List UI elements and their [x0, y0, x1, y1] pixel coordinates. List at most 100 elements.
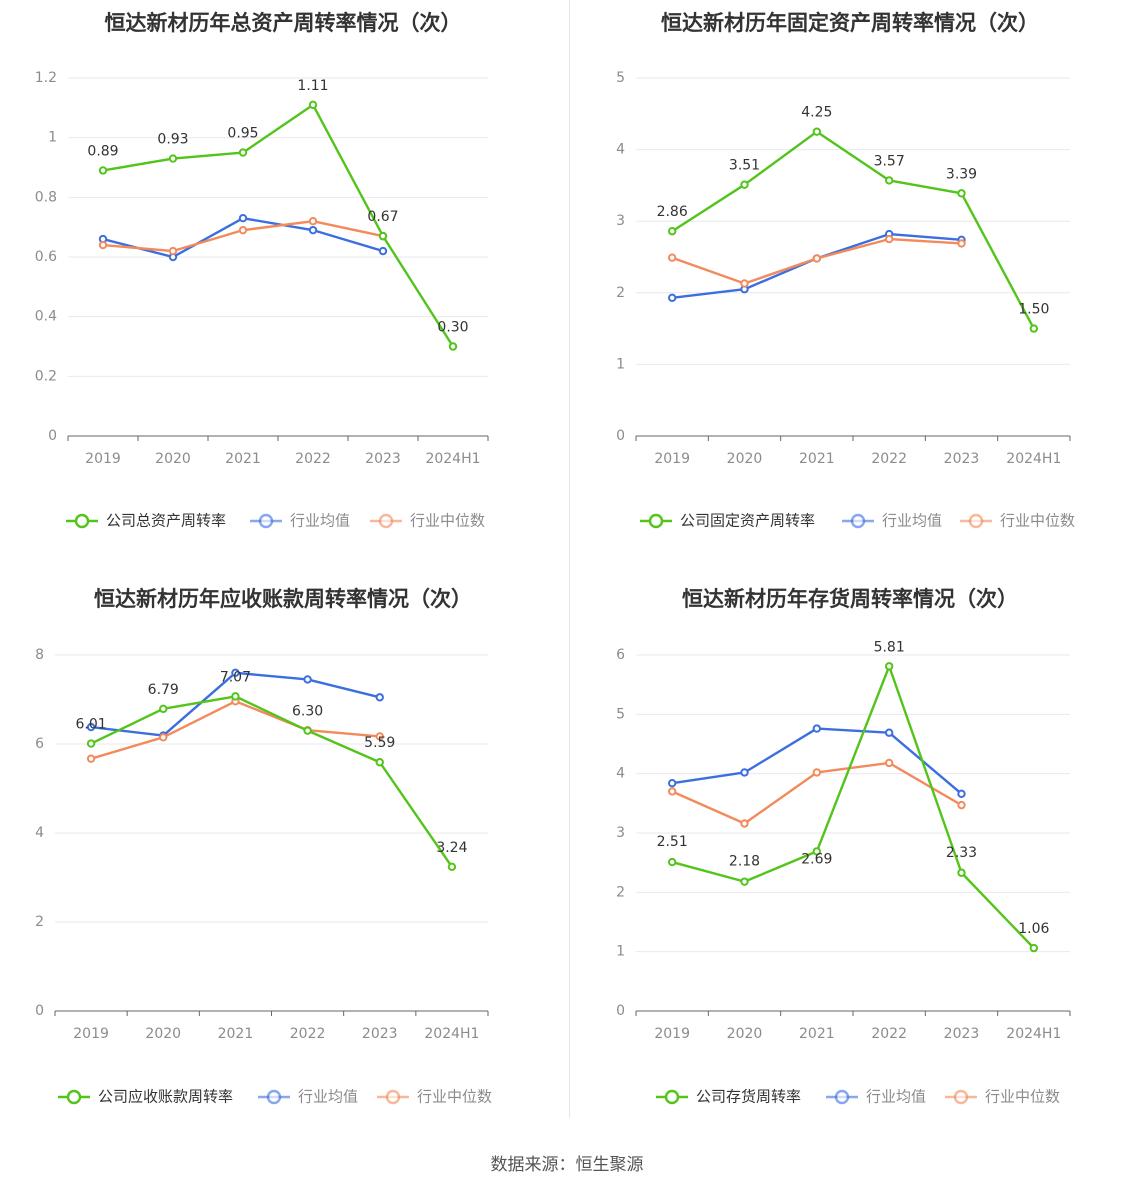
- legend-marker: [664, 1089, 680, 1105]
- legend-label: 行业均值: [866, 1088, 926, 1106]
- data-point-industry-median: [740, 279, 749, 288]
- data-label: 1.11: [297, 78, 328, 94]
- y-tick-label: 3: [616, 213, 625, 229]
- data-label: 3.57: [874, 153, 905, 169]
- data-label: 0.30: [437, 320, 468, 336]
- legend-label: 行业中位数: [417, 1088, 492, 1106]
- series-line-industry-mean: [671, 727, 963, 795]
- data-point-company: [957, 868, 966, 877]
- x-tick-label: 2023: [365, 451, 401, 467]
- legend-label: 行业中位数: [410, 512, 485, 530]
- y-tick-label: 0.6: [35, 249, 57, 265]
- data-point-company: [168, 154, 178, 163]
- data-label: 3.51: [729, 158, 760, 174]
- legend-item-company[interactable]: 公司固定资产周转率: [640, 512, 815, 530]
- data-point-company: [303, 726, 312, 735]
- data-point-industry-median: [884, 758, 894, 768]
- x-tick-label: 2021: [799, 451, 835, 467]
- data-point-industry-mean: [667, 293, 677, 303]
- data-point-industry-mean: [308, 225, 318, 235]
- x-tick-label: 2022: [295, 451, 331, 467]
- chart-title: 恒达新材历年总资产周转率情况（次）: [105, 11, 462, 35]
- data-point-industry-mean: [740, 768, 749, 777]
- legend-item-industry-median[interactable]: 行业中位数: [377, 1088, 492, 1106]
- legend-item-industry-mean[interactable]: 行业均值: [250, 512, 350, 530]
- data-point-industry-mean: [812, 724, 822, 733]
- series-line-industry-median: [90, 700, 380, 760]
- data-point-company: [957, 189, 966, 198]
- y-tick-label: 0: [48, 428, 57, 444]
- data-label: 2.51: [657, 834, 688, 850]
- series-line-company: [671, 130, 1035, 330]
- chart-title: 恒达新材历年固定资产周转率情况（次）: [661, 11, 1039, 35]
- y-tick-label: 5: [616, 706, 625, 722]
- legend-marker: [74, 513, 90, 529]
- data-point-company: [159, 704, 168, 714]
- data-label: 5.81: [874, 639, 905, 655]
- data-point-company: [98, 166, 108, 175]
- data-point-industry-mean: [667, 778, 677, 788]
- y-tick-label: 1: [616, 356, 625, 372]
- x-tick-label: 2024H1: [424, 1026, 479, 1042]
- legend-label: 公司存货周转率: [696, 1088, 801, 1106]
- legend-item-industry-mean[interactable]: 行业均值: [842, 512, 942, 530]
- data-label: 0.67: [367, 209, 398, 225]
- data-label: 0.93: [157, 132, 188, 148]
- data-label: 4.25: [801, 105, 832, 121]
- data-point-company: [86, 739, 96, 748]
- data-label: 1.06: [1018, 921, 1049, 937]
- legend-item-company[interactable]: 公司存货周转率: [656, 1088, 801, 1106]
- data-point-company: [378, 231, 388, 241]
- legend-label: 公司应收账款周转率: [98, 1088, 233, 1106]
- legend-marker: [66, 1089, 82, 1105]
- legend-item-company[interactable]: 公司总资产周转率: [66, 512, 226, 530]
- legend-item-industry-mean[interactable]: 行业均值: [826, 1088, 926, 1106]
- x-tick-label: 2024H1: [1006, 451, 1061, 467]
- x-tick-label: 2020: [145, 1026, 181, 1042]
- legend-label: 行业中位数: [1000, 512, 1075, 530]
- legend-label: 公司总资产周转率: [106, 512, 226, 530]
- legend-marker: [648, 513, 664, 529]
- x-tick-label: 2024H1: [1006, 1026, 1061, 1042]
- x-tick-label: 2024H1: [425, 451, 480, 467]
- legend-item-industry-median[interactable]: 行业中位数: [960, 512, 1075, 530]
- y-tick-label: 0.8: [35, 189, 57, 205]
- y-tick-label: 3: [616, 825, 625, 841]
- x-tick-label: 2023: [944, 1026, 980, 1042]
- chart-title: 恒达新材历年应收账款周转率情况（次）: [94, 587, 472, 611]
- y-tick-label: 4: [616, 142, 625, 158]
- legend-item-company[interactable]: 公司应收账款周转率: [58, 1088, 233, 1106]
- data-label: 0.89: [87, 143, 118, 159]
- legend-item-industry-mean[interactable]: 行业均值: [258, 1088, 358, 1106]
- legend-label: 行业均值: [298, 1088, 358, 1106]
- data-point-industry-mean: [303, 675, 312, 684]
- data-label: 2.69: [801, 851, 832, 867]
- y-tick-label: 0.2: [35, 368, 57, 384]
- legend-marker: [850, 513, 866, 529]
- x-tick-label: 2023: [362, 1026, 398, 1042]
- legend-item-industry-median[interactable]: 行业中位数: [370, 512, 485, 530]
- legend-marker: [266, 1089, 282, 1105]
- data-label: 6.79: [148, 682, 179, 698]
- data-point-industry-mean: [378, 246, 388, 256]
- y-tick-label: 6: [616, 647, 625, 663]
- legend-item-industry-median[interactable]: 行业中位数: [945, 1088, 1060, 1106]
- x-tick-label: 2023: [944, 451, 980, 467]
- y-tick-label: 0: [35, 1003, 44, 1019]
- series-line-company: [102, 103, 455, 348]
- y-tick-label: 4: [616, 766, 625, 782]
- y-tick-label: 8: [35, 647, 44, 663]
- legend-label: 行业均值: [882, 512, 942, 530]
- data-point-company: [740, 877, 749, 886]
- data-point-industry-median: [957, 239, 966, 248]
- data-label: 2.86: [657, 204, 688, 220]
- y-tick-label: 2: [35, 914, 44, 930]
- data-point-industry-mean: [884, 728, 894, 737]
- y-tick-label: 0: [616, 428, 625, 444]
- y-tick-label: 6: [35, 736, 44, 752]
- data-point-industry-mean: [375, 693, 384, 702]
- data-label: 3.24: [436, 840, 467, 856]
- data-label: 3.39: [946, 166, 977, 182]
- y-tick-label: 5: [616, 70, 625, 86]
- series-line-industry-mean: [102, 217, 384, 259]
